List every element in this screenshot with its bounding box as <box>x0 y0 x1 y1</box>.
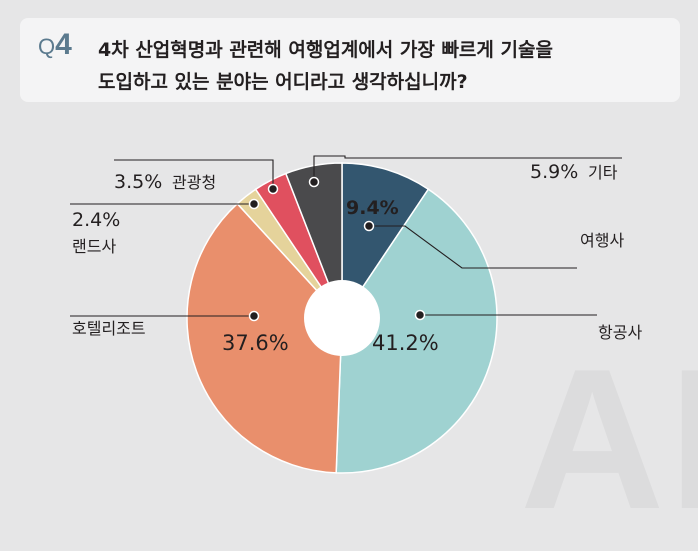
category-label-travel-agency: 여행사 <box>580 231 624 250</box>
callout-line <box>369 225 577 269</box>
category-label-other: 기타 <box>588 163 618 182</box>
question-number: Q4 <box>38 28 72 62</box>
category-label-tourism-board: 관광청 <box>172 173 216 192</box>
question-letter: Q <box>38 34 56 59</box>
callout-dot <box>308 176 320 188</box>
slice-labels: 9.4% 여행사 41.2% 항공사 37.6% 호텔리조트 2.4% 랜드사 3.5% 관광청 5… <box>72 161 642 355</box>
data-label-tourism-board: 3.5% <box>114 171 162 193</box>
slice-airline <box>335 188 498 474</box>
callout-line <box>313 155 622 182</box>
pie-slices <box>186 162 498 474</box>
donut-chart: 9.4% 여행사 41.2% 항공사 37.6% 호텔리조트 2.4% 랜드사 3.5% 관광청 5… <box>70 155 642 474</box>
callout-dot <box>267 183 279 195</box>
slice-other <box>284 162 343 319</box>
donut-hole <box>304 280 380 356</box>
question-box: Q4 4차 산업혁명과 관련해 여행업계에서 가장 빠르게 기술을 도입하고 있… <box>20 18 680 102</box>
category-label-land-operator: 랜드사 <box>72 237 116 256</box>
ai-watermark: AI <box>520 328 698 551</box>
callout-dot <box>248 310 260 322</box>
callout-dot <box>363 220 375 232</box>
question-digit: 4 <box>55 28 72 61</box>
question-line-1: 4차 산업혁명과 관련해 여행업계에서 가장 빠르게 기술을 <box>98 39 553 61</box>
data-label-land-operator: 2.4% <box>72 209 120 231</box>
category-label-airline: 항공사 <box>598 323 642 342</box>
callout-lines <box>70 155 622 322</box>
data-label-other: 5.9% <box>530 161 578 183</box>
data-label-airline: 41.2% <box>372 331 439 355</box>
callout-dot <box>248 198 260 210</box>
data-label-travel-agency: 9.4% <box>346 197 399 219</box>
question-text: 4차 산업혁명과 관련해 여행업계에서 가장 빠르게 기술을 도입하고 있는 분… <box>98 34 658 98</box>
slice-travel-agency <box>341 162 430 321</box>
category-label-hotel-resort: 호텔리조트 <box>72 319 146 338</box>
data-label-hotel-resort: 37.6% <box>222 331 289 355</box>
callout-dot <box>414 309 426 321</box>
callout-line <box>114 159 274 189</box>
question-line-2: 도입하고 있는 분야는 어디라고 생각하십니까? <box>98 71 468 93</box>
slice-hotel-resort <box>186 202 343 474</box>
